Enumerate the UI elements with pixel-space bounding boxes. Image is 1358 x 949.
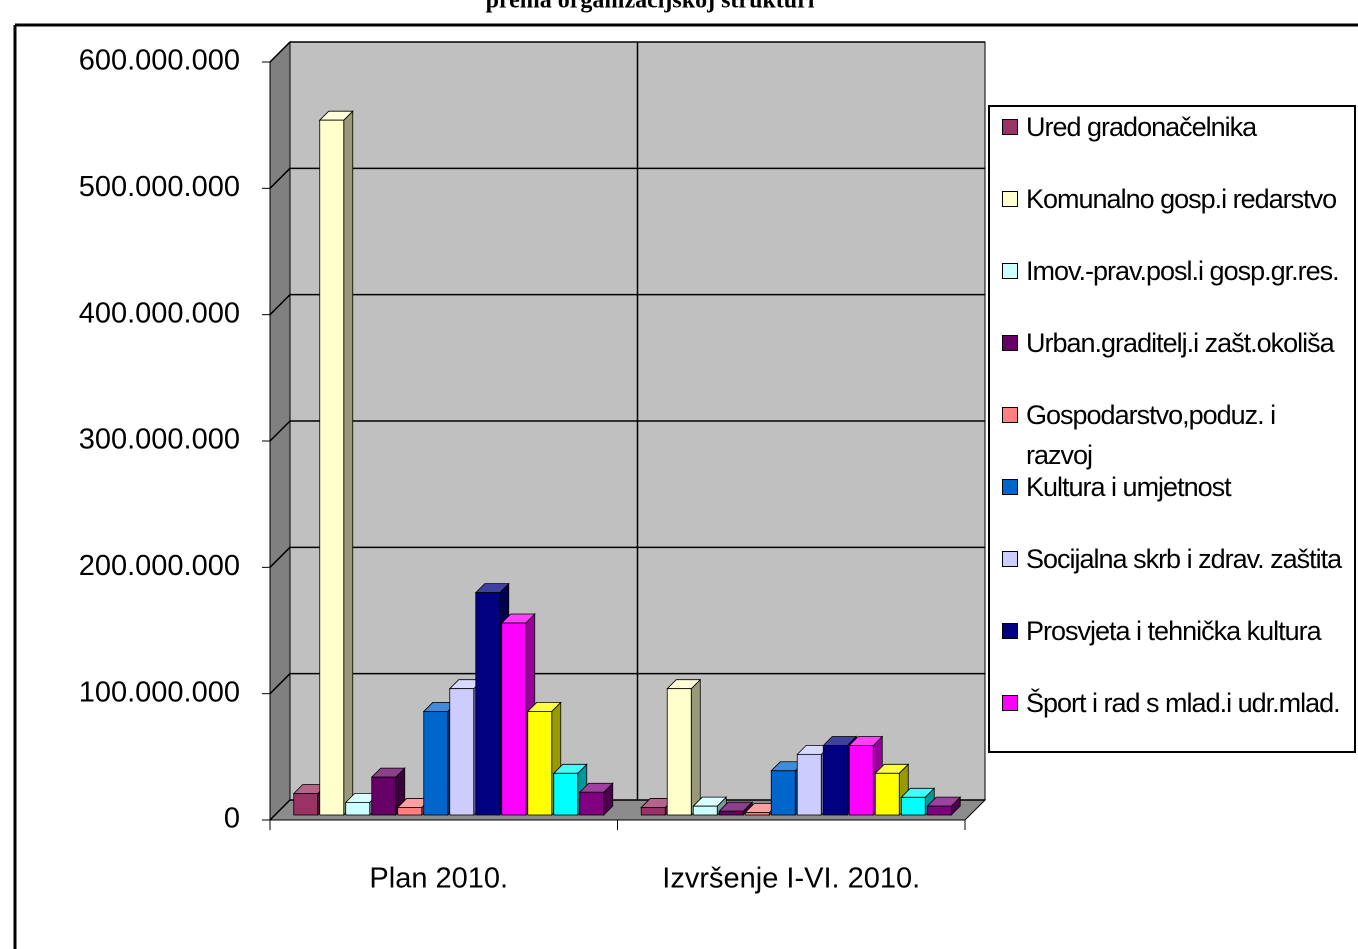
legend-item: Urban.graditelj.i zašt.okoliša — [1002, 323, 1352, 395]
bar — [318, 110, 354, 816]
legend-label: Socijalna skrb i zdrav. zaštita — [1026, 544, 1342, 574]
bar — [692, 805, 718, 816]
legend-swatch — [1002, 335, 1018, 351]
grid-line — [269, 41, 291, 63]
y-tick-label: 0 — [224, 803, 240, 835]
grid-line — [269, 799, 291, 821]
bar — [553, 772, 579, 816]
legend-item: Šport i rad s mlad.i udr.mlad. — [1002, 683, 1352, 751]
legend-label: Imov.-prav.posl.i gosp.gr.res. — [1026, 256, 1340, 286]
y-tick-label: 500.000.000 — [79, 171, 240, 203]
legend-swatch — [1002, 479, 1018, 495]
legend-swatch — [1002, 407, 1018, 423]
grid-line — [269, 673, 291, 695]
bar — [744, 812, 770, 816]
legend-swatch — [1002, 695, 1018, 711]
bar — [345, 801, 371, 816]
legend-swatch — [1002, 551, 1018, 567]
bar — [718, 810, 744, 816]
bar — [423, 711, 449, 816]
bar — [397, 807, 423, 816]
legend-swatch — [1002, 191, 1018, 207]
legend-label: Komunalno gosp.i redarstvo — [1026, 184, 1337, 214]
bar — [319, 119, 345, 816]
grid-line — [269, 294, 291, 316]
legend-label: Urban.graditelj.i zašt.okoliša — [1026, 328, 1335, 358]
legend-label: Kultura i umjetnost — [1026, 472, 1232, 502]
legend-item: Prosvjeta i tehnička kultura — [1002, 611, 1352, 683]
chart-title: prema organizacijskoj strukturi — [486, 0, 815, 14]
legend-item: Kultura i umjetnost — [1002, 467, 1352, 539]
grid-line — [269, 420, 291, 442]
bar — [874, 772, 900, 816]
bar — [293, 793, 319, 816]
legend: Ured gradonačelnika Komunalno gosp.i reda… — [988, 105, 1356, 753]
y-tick-label: 600.000.000 — [79, 45, 240, 77]
y-tick-label: 400.000.000 — [79, 297, 240, 329]
bar — [370, 767, 406, 816]
bar — [526, 701, 562, 816]
legend-label: Šport i rad s mlad.i udr.mlad. — [1026, 688, 1341, 718]
bar — [926, 805, 952, 816]
bar — [371, 776, 397, 816]
legend-item: Imov.-prav.posl.i gosp.gr.res. — [1002, 251, 1352, 323]
legend-label: Ured gradonačelnika — [1026, 112, 1257, 142]
bar — [475, 592, 501, 816]
legend-item: Komunalno gosp.i redarstvo — [1002, 179, 1352, 251]
bar — [578, 782, 614, 816]
legend-label: Prosvjeta i tehnička kultura — [1026, 616, 1322, 646]
bar — [527, 711, 553, 816]
bar — [926, 796, 962, 816]
bar — [770, 770, 796, 816]
legend-swatch — [1002, 119, 1018, 135]
bar — [579, 791, 605, 816]
bar — [640, 807, 666, 816]
legend-swatch — [1002, 623, 1018, 639]
bar — [848, 735, 884, 816]
bar — [822, 745, 848, 816]
bar — [449, 688, 475, 816]
legend-item: Ured gradonačelnika — [1002, 107, 1352, 179]
bar — [900, 796, 926, 816]
legend-item: Socijalna skrb i zdrav. zaštita — [1002, 539, 1352, 611]
bar — [796, 753, 822, 816]
legend-swatch — [1002, 263, 1018, 279]
y-tick-label: 200.000.000 — [79, 550, 240, 582]
grid-line — [269, 546, 291, 568]
bar — [501, 622, 527, 816]
bar — [900, 787, 936, 816]
grid-line — [269, 167, 291, 189]
bar — [666, 688, 692, 816]
x-tick-label: Izvršenje I-VI. 2010. — [662, 863, 920, 895]
bar-side — [690, 678, 701, 816]
y-tick-label: 100.000.000 — [79, 676, 240, 708]
legend-label: Gospodarstvo,poduz. i razvoj — [1026, 400, 1276, 470]
bar — [666, 678, 702, 816]
y-tick-label: 300.000.000 — [79, 424, 240, 456]
x-tick-label: Plan 2010. — [369, 863, 508, 895]
legend-item: Gospodarstvo,poduz. i razvoj — [1002, 395, 1352, 470]
bar — [848, 745, 874, 816]
bar-side — [343, 110, 354, 816]
bar — [692, 796, 728, 816]
